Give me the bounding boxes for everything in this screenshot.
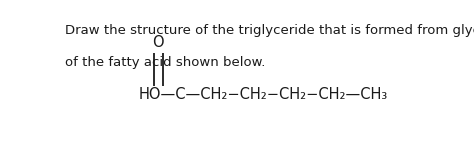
Text: of the fatty acid shown below.: of the fatty acid shown below. <box>65 56 265 69</box>
Text: HO—C—CH₂−CH₂−CH₂−CH₂—CH₃: HO—C—CH₂−CH₂−CH₂−CH₂—CH₃ <box>138 86 387 102</box>
Text: Draw the structure of the triglyceride that is formed from glycerol and three mo: Draw the structure of the triglyceride t… <box>65 24 474 37</box>
Text: O: O <box>153 35 164 50</box>
